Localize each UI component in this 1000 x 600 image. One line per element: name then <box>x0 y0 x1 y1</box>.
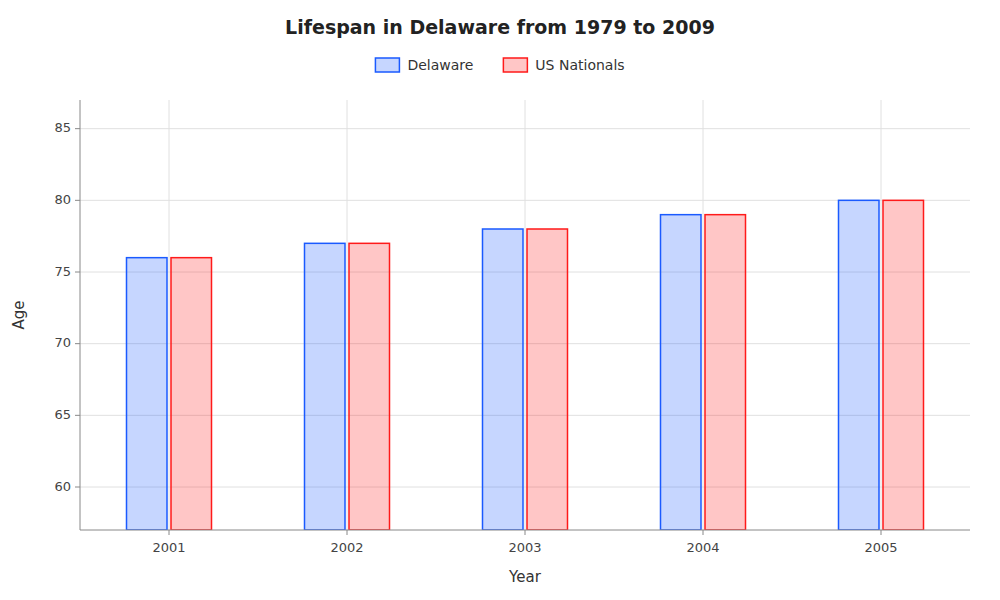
grid-line-x <box>525 100 526 530</box>
y-axis-label: Age <box>10 300 28 329</box>
title: Lifespan in Delaware from 1979 to 2009 <box>285 16 715 38</box>
bar <box>127 258 168 530</box>
legend-label: Delaware <box>407 57 473 73</box>
x-tick-label: 2002 <box>330 540 363 555</box>
y-tick-label: 65 <box>54 407 71 422</box>
y-tick <box>75 128 80 129</box>
legend-label: US Nationals <box>535 57 624 73</box>
legend-item: Delaware <box>375 57 473 73</box>
y-tick <box>75 200 80 201</box>
grid <box>80 100 970 530</box>
y-tick <box>75 415 80 416</box>
legend: Delaware US Nationals <box>375 57 624 73</box>
grid-line-x <box>881 100 882 530</box>
x-tick-label: 2003 <box>508 540 541 555</box>
y-tick-label: 60 <box>54 479 71 494</box>
x-tick <box>347 530 348 535</box>
bar <box>483 229 524 530</box>
legend-item: US Nationals <box>503 57 624 73</box>
bar <box>349 243 390 530</box>
y-tick <box>75 272 80 273</box>
legend-swatch <box>503 58 527 72</box>
x-tick <box>881 530 882 535</box>
chart: 60 65 70 75 80 85 2001 2002 2003 2004 2005 Year Age L… <box>0 0 1000 600</box>
x-tick-label: 2004 <box>686 540 719 555</box>
x-tick <box>703 530 704 535</box>
y-axis-line <box>80 100 81 530</box>
bar <box>661 215 702 530</box>
bar <box>705 215 746 530</box>
y-tick-label: 85 <box>54 120 71 135</box>
grid-line-x <box>169 100 170 530</box>
grid-line-x <box>347 100 348 530</box>
x-tick-label: 2005 <box>864 540 897 555</box>
x-tick <box>525 530 526 535</box>
bar <box>839 200 880 530</box>
y-tick <box>75 487 80 488</box>
bar <box>171 258 212 530</box>
legend-swatch <box>375 58 399 72</box>
y-tick-label: 80 <box>54 192 71 207</box>
y-tick-label: 70 <box>54 335 71 350</box>
axes: 60 65 70 75 80 85 2001 2002 2003 2004 2005 <box>54 100 970 555</box>
bar <box>883 200 924 530</box>
x-tick <box>169 530 170 535</box>
bar <box>305 243 346 530</box>
bar <box>527 229 568 530</box>
bars <box>127 200 924 530</box>
y-tick <box>75 343 80 344</box>
x-tick-label: 2001 <box>152 540 185 555</box>
y-tick-label: 75 <box>54 264 71 279</box>
chart-container: 60 65 70 75 80 85 2001 2002 2003 2004 2005 Year Age L… <box>0 0 1000 600</box>
grid-line-x <box>703 100 704 530</box>
x-axis-label: Year <box>508 568 542 586</box>
